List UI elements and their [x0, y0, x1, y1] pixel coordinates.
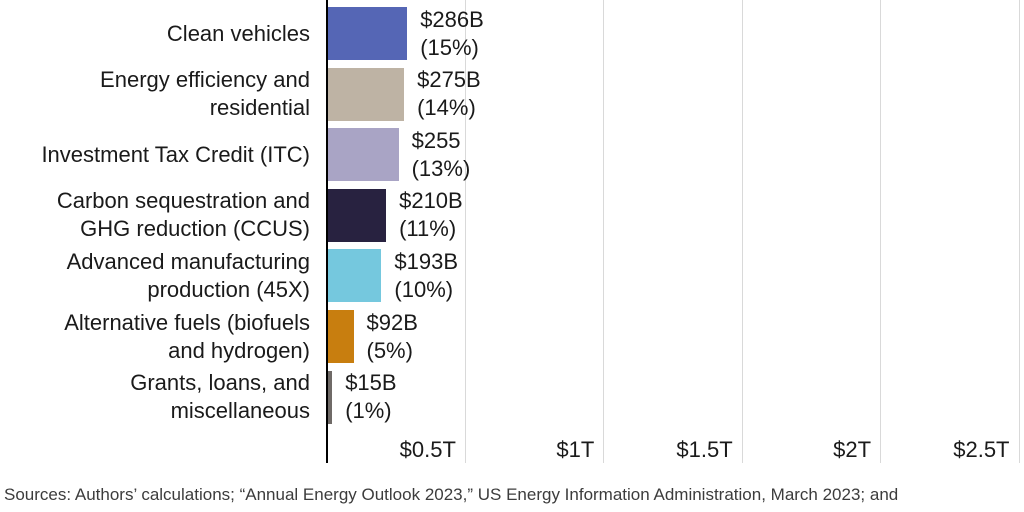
bar-value-amount: $255 [411, 127, 461, 153]
category-label-line: production (45X) [147, 276, 310, 302]
bar-value-amount: $193B [394, 248, 459, 274]
bar-value-label: $210B (11%) [399, 187, 463, 243]
category-label-line: Advanced manufacturing [66, 248, 310, 274]
x-tick-label: $0.5T [399, 437, 456, 462]
bar [328, 249, 382, 303]
category-label: Advanced manufacturing production (45X) [0, 248, 310, 304]
bar-value-amount: $275B [417, 67, 481, 93]
category-label: Carbon sequestration and GHG reduction (C… [0, 187, 310, 243]
x-tick-label: $2T [833, 437, 872, 462]
gridline [741, 0, 743, 463]
x-tick-label: $1.5T [676, 437, 733, 462]
bar [328, 370, 333, 424]
category-label-line: Alternative fuels (biofuels [64, 309, 310, 335]
plot-area: $0.5T $1T $1.5T $2T $2.5T Clean vehicles $286B… [0, 0, 1020, 463]
gridline [1018, 0, 1020, 463]
category-label-line: Energy efficiency and [100, 67, 310, 93]
category-label-line: Clean vehicles [166, 20, 310, 46]
bar-value-label: $193B (10%) [394, 248, 458, 304]
bar [328, 67, 405, 121]
bar-value-label: $286B (15%) [420, 6, 484, 62]
bar-value-amount: $286B [420, 6, 484, 32]
y-axis-line [326, 0, 328, 463]
bar [328, 310, 354, 363]
category-label-line: miscellaneous [170, 398, 310, 424]
bar-value-amount: $210B [399, 188, 463, 214]
category-label: Clean vehicles [0, 20, 310, 48]
bar [328, 128, 399, 182]
category-label-line: and hydrogen) [168, 337, 310, 363]
source-note: Sources: Authors’ calculations; “Annual … [4, 485, 899, 504]
bar [328, 7, 408, 60]
category-label-line: GHG reduction (CCUS) [80, 216, 310, 242]
category-label: Investment Tax Credit (ITC) [0, 141, 310, 169]
bar-value-label: $275B (14%) [417, 66, 481, 122]
x-tick-label: $2.5T [953, 437, 1010, 462]
bar-value-label: $15B (1%) [345, 369, 396, 425]
category-label: Energy efficiency and residential [0, 66, 310, 122]
gridline [603, 0, 605, 463]
category-label: Alternative fuels (biofuels and hydrogen) [0, 309, 310, 365]
bar-value-label: $255 (13%) [412, 127, 471, 183]
category-label-line: Carbon sequestration and [56, 188, 310, 214]
category-label-line: residential [209, 95, 310, 121]
bar-value-percent: (15%) [420, 34, 479, 60]
bar-value-percent: (14%) [417, 95, 476, 121]
bar [328, 188, 387, 242]
bar-value-percent: (13%) [411, 155, 471, 181]
category-label-line: Grants, loans, and [130, 370, 310, 396]
x-tick-label: $1T [556, 437, 595, 462]
gridline [464, 0, 466, 463]
bar-value-percent: (1%) [345, 398, 392, 424]
bar-value-label: $92B (5%) [367, 309, 418, 365]
category-label: Grants, loans, and miscellaneous [0, 369, 310, 425]
gridline [880, 0, 882, 463]
bar-value-amount: $15B [345, 370, 397, 396]
category-label-line: Investment Tax Credit (ITC) [41, 141, 310, 167]
bar-value-percent: (11%) [399, 216, 457, 242]
bar-value-percent: (5%) [366, 337, 413, 363]
bar-value-percent: (10%) [394, 276, 454, 302]
bar-value-amount: $92B [366, 309, 418, 335]
